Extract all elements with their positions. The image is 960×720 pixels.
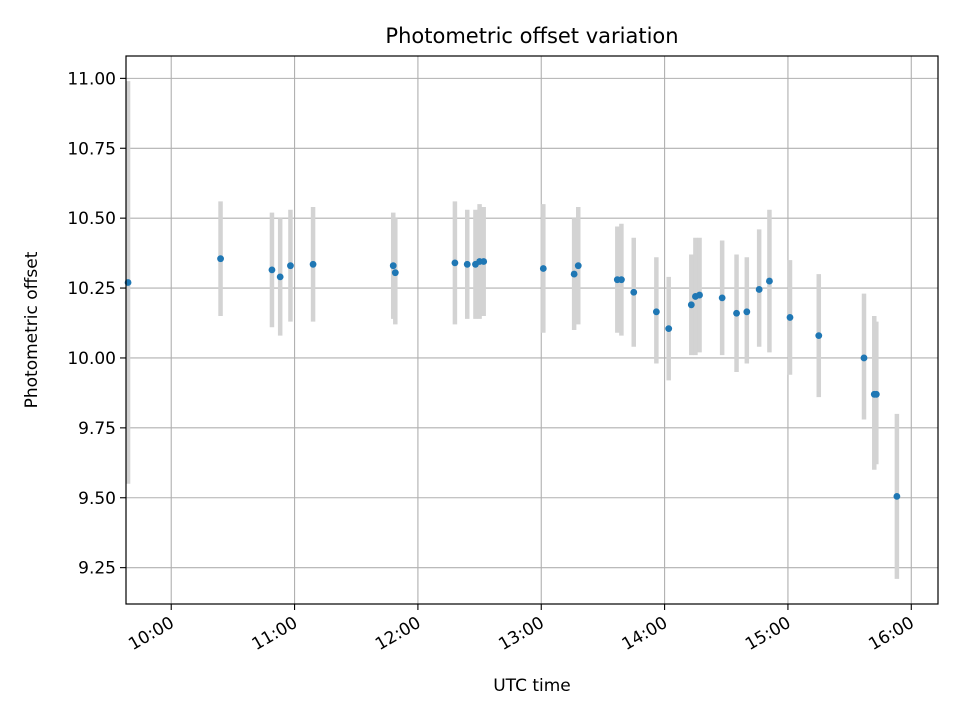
data-point bbox=[786, 314, 794, 321]
y-tick-label: 10.00 bbox=[67, 349, 116, 369]
data-point bbox=[872, 390, 880, 398]
data-point bbox=[665, 325, 673, 333]
data-point bbox=[618, 276, 625, 284]
data-point bbox=[815, 332, 823, 339]
plot-frame bbox=[125, 55, 939, 605]
data-point bbox=[217, 255, 224, 263]
data-point bbox=[755, 286, 763, 293]
y-tick-label: 9.25 bbox=[78, 559, 116, 579]
data-point bbox=[287, 262, 294, 270]
y-tick-label: 9.50 bbox=[78, 489, 116, 509]
data-point bbox=[718, 294, 726, 302]
y-tick-label: 10.75 bbox=[67, 139, 116, 159]
data-point bbox=[276, 273, 284, 281]
data-point bbox=[463, 260, 471, 268]
y-tick-label: 11.00 bbox=[67, 69, 116, 89]
y-axis: 9.25 9.50 9.75 10.00 10.25 10.50 10.75 11.00 bbox=[67, 69, 126, 579]
data-point bbox=[309, 260, 317, 268]
y-tick-label: 10.50 bbox=[67, 209, 116, 229]
data-point bbox=[268, 266, 276, 274]
data-point bbox=[766, 277, 773, 285]
data-point bbox=[696, 291, 703, 299]
data-point bbox=[630, 288, 638, 296]
chart-title: Photometric offset variation bbox=[385, 24, 678, 48]
data-point bbox=[480, 258, 488, 265]
data-point bbox=[389, 262, 397, 270]
data-point bbox=[574, 262, 582, 270]
data-point bbox=[391, 269, 399, 277]
data-point bbox=[570, 270, 578, 278]
y-axis-label: Photometric offset bbox=[22, 251, 42, 408]
x-axis-label: UTC time bbox=[493, 676, 571, 696]
data-point bbox=[652, 308, 660, 316]
y-tick-label: 9.75 bbox=[78, 419, 116, 439]
data-point bbox=[733, 309, 740, 317]
data-point bbox=[860, 354, 868, 362]
data-point bbox=[743, 308, 751, 316]
y-tick-label: 10.25 bbox=[67, 279, 116, 299]
data-point bbox=[451, 259, 459, 267]
data-point bbox=[539, 265, 547, 272]
data-point bbox=[687, 301, 695, 309]
data-point bbox=[893, 492, 901, 500]
